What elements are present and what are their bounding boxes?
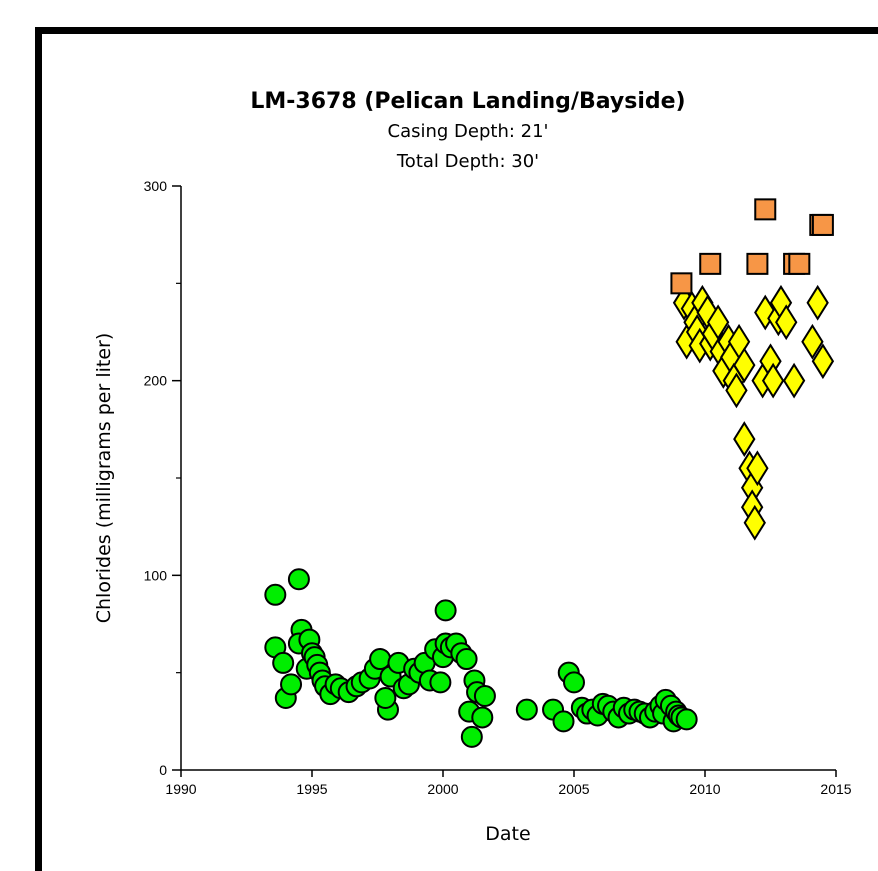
data-point-diamond bbox=[743, 504, 766, 541]
data-point-circle bbox=[374, 686, 397, 709]
data-point-diamond bbox=[782, 362, 806, 399]
chart-title: LM-3678 (Pelican Landing/Bayside) bbox=[250, 89, 685, 114]
data-point-circle bbox=[460, 725, 483, 748]
data-point-circle bbox=[272, 651, 295, 674]
x-tick-label: 2005 bbox=[558, 781, 589, 797]
x-tick-label: 2000 bbox=[427, 781, 458, 797]
data-point-circle bbox=[473, 685, 496, 708]
data-point-diamond bbox=[811, 343, 835, 380]
data-point-circle bbox=[455, 648, 478, 671]
x-tick-label: 2010 bbox=[689, 781, 720, 797]
x-tick-label: 1990 bbox=[165, 781, 196, 797]
data-point-square bbox=[811, 213, 834, 236]
y-tick-label: 0 bbox=[159, 762, 167, 778]
data-point-circle bbox=[563, 671, 585, 694]
data-point-diamond bbox=[806, 284, 829, 321]
data-point-diamond bbox=[761, 362, 785, 399]
data-point-circle bbox=[264, 583, 287, 606]
axis-ticks: 1990 1995 2000 2005 2010 2015 0 100 200 300 bbox=[144, 178, 852, 797]
data-point-circle bbox=[515, 698, 538, 721]
x-axis-label: Date bbox=[485, 823, 530, 845]
data-point-circle bbox=[675, 708, 698, 731]
data-point-square bbox=[699, 252, 722, 275]
y-axis-label: Chlorides (milligrams per liter) bbox=[93, 333, 115, 624]
data-point-diamond bbox=[725, 372, 748, 409]
data-point-square bbox=[754, 198, 777, 221]
x-tick-label: 2015 bbox=[820, 781, 851, 797]
data-point-diamond bbox=[733, 347, 756, 383]
data-point-diamond bbox=[801, 323, 824, 360]
data-point-circle bbox=[280, 673, 303, 696]
y-tick-label: 200 bbox=[144, 373, 168, 389]
data-markers bbox=[264, 198, 835, 748]
data-point-diamond bbox=[746, 450, 769, 487]
y-tick-label: 100 bbox=[144, 567, 168, 583]
data-point-diamond bbox=[733, 421, 756, 457]
data-point-circle bbox=[471, 706, 494, 729]
frame-border-top bbox=[35, 27, 878, 34]
data-point-circle bbox=[434, 599, 457, 622]
data-point-circle bbox=[287, 568, 310, 591]
data-point-circle bbox=[552, 710, 575, 733]
data-point-circle bbox=[369, 648, 392, 671]
data-point-diamond bbox=[775, 304, 798, 341]
chart-subtitle-casing-depth: Casing Depth: 21' bbox=[388, 121, 549, 142]
x-tick-label: 1995 bbox=[296, 781, 327, 797]
y-tick-label: 300 bbox=[144, 178, 168, 194]
data-point-circle bbox=[429, 671, 452, 694]
chart-subtitle-total-depth: Total Depth: 30' bbox=[396, 151, 539, 172]
data-point-square bbox=[788, 252, 811, 275]
data-point-square bbox=[670, 272, 693, 295]
frame-border-left bbox=[35, 27, 42, 871]
data-point-square bbox=[746, 252, 769, 275]
